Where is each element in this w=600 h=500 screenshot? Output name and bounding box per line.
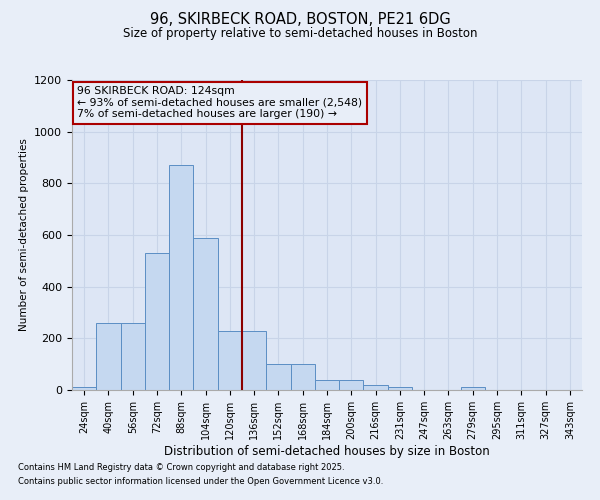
Bar xyxy=(145,253,169,390)
Text: 96 SKIRBECK ROAD: 124sqm
← 93% of semi-detached houses are smaller (2,548)
7% of: 96 SKIRBECK ROAD: 124sqm ← 93% of semi-d… xyxy=(77,86,362,120)
Y-axis label: Number of semi-detached properties: Number of semi-detached properties xyxy=(19,138,29,332)
Text: Contains HM Land Registry data © Crown copyright and database right 2025.: Contains HM Land Registry data © Crown c… xyxy=(18,464,344,472)
Bar xyxy=(193,238,218,390)
Bar xyxy=(364,385,388,390)
X-axis label: Distribution of semi-detached houses by size in Boston: Distribution of semi-detached houses by … xyxy=(164,444,490,458)
Bar xyxy=(290,364,315,390)
Bar xyxy=(242,330,266,390)
Text: Contains public sector information licensed under the Open Government Licence v3: Contains public sector information licen… xyxy=(18,477,383,486)
Text: 96, SKIRBECK ROAD, BOSTON, PE21 6DG: 96, SKIRBECK ROAD, BOSTON, PE21 6DG xyxy=(149,12,451,28)
Bar xyxy=(96,323,121,390)
Bar xyxy=(315,380,339,390)
Bar xyxy=(72,388,96,390)
Bar xyxy=(388,388,412,390)
Bar xyxy=(218,330,242,390)
Bar xyxy=(339,380,364,390)
Text: Size of property relative to semi-detached houses in Boston: Size of property relative to semi-detach… xyxy=(123,28,477,40)
Bar xyxy=(169,165,193,390)
Bar xyxy=(266,364,290,390)
Bar xyxy=(121,323,145,390)
Bar xyxy=(461,388,485,390)
